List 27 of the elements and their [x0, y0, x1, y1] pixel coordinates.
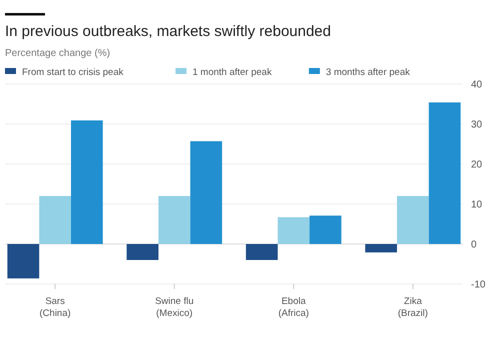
- y-tick-label: 0: [471, 240, 477, 250]
- bar: [158, 196, 190, 244]
- bar: [190, 141, 222, 244]
- x-tick-label: Sars (China): [40, 296, 71, 319]
- y-tick-label: 40: [471, 80, 483, 90]
- bar: [70, 120, 103, 244]
- bar: [39, 196, 71, 244]
- bar: [7, 244, 40, 278]
- bar: [310, 216, 342, 244]
- bar: [397, 196, 429, 244]
- y-tick-label: -10: [471, 280, 486, 290]
- legend-label: 3 months after peak: [326, 67, 410, 78]
- bar: [428, 102, 461, 244]
- y-tick-label: 10: [471, 200, 483, 210]
- chart-subtitle: Percentage change (%): [5, 48, 110, 59]
- legend-label: From start to crisis peak: [22, 67, 124, 78]
- chart-title: In previous outbreaks, markets swiftly rebounded: [5, 23, 331, 40]
- bar: [246, 244, 278, 260]
- y-tick-label: 20: [471, 160, 483, 170]
- x-tick-label: Ebola (Africa): [278, 296, 309, 319]
- x-tick-label: Swine flu (Mexico): [155, 296, 194, 319]
- legend-label: 1 month after peak: [192, 67, 272, 78]
- bar: [365, 244, 398, 252]
- bar: [126, 244, 158, 260]
- bar: [278, 217, 310, 244]
- x-tick-label: Zika (Brazil): [398, 296, 428, 319]
- y-tick-label: 30: [471, 120, 483, 130]
